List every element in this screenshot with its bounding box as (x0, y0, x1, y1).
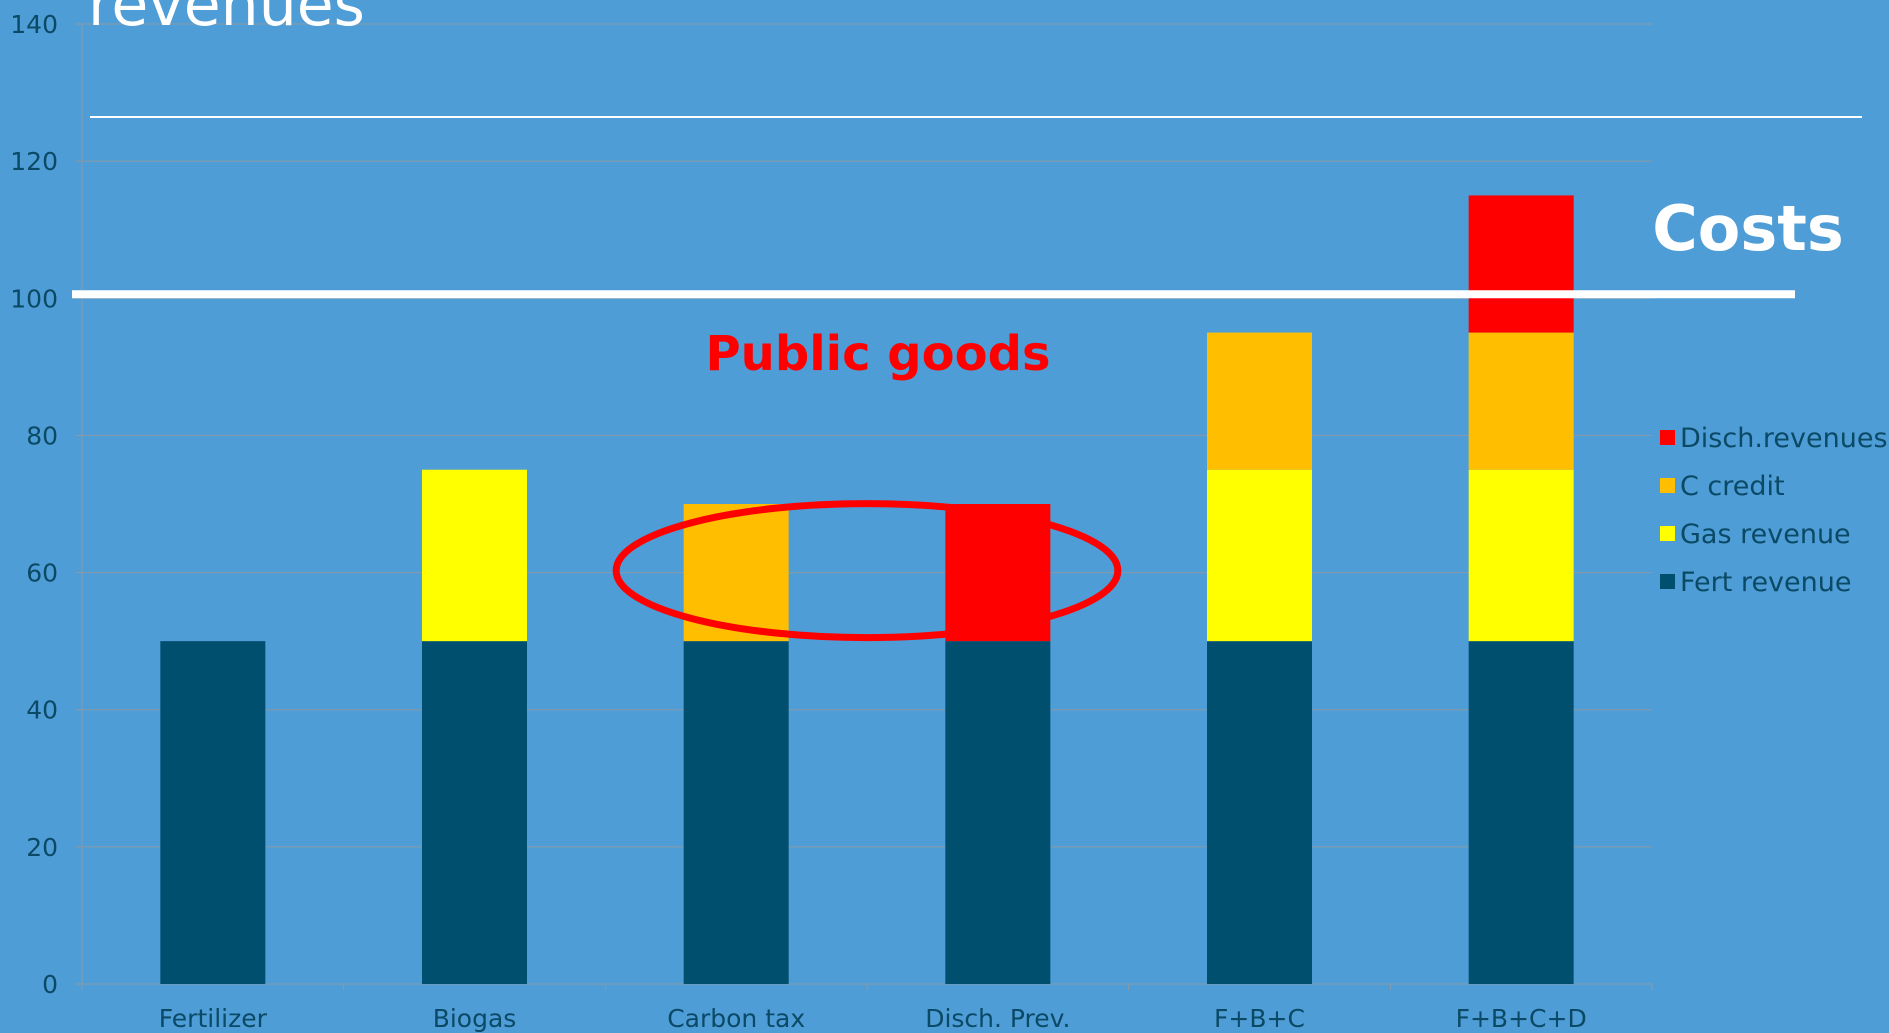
x-tick-label: Fertilizer (159, 1004, 268, 1033)
bar-segment (1469, 195, 1574, 332)
legend-label: Disch.revenues (1680, 423, 1888, 454)
y-tick-label: 80 (26, 421, 58, 450)
x-tick-label: Carbon tax (667, 1004, 805, 1033)
bar-segment (1207, 641, 1312, 984)
bar-segment (422, 641, 527, 984)
gridlines (82, 24, 1652, 847)
bar-segment (684, 641, 789, 984)
legend-swatch (1660, 478, 1675, 493)
y-tick-label: 60 (26, 559, 58, 588)
legend: Disch.revenues C credit Gas revenue Fert re… (1660, 423, 1888, 598)
y-tick-label: 20 (26, 833, 58, 862)
legend-swatch (1660, 526, 1675, 541)
bar-segment (1469, 333, 1574, 470)
bar-segment (160, 641, 265, 984)
x-tick-label: F+B+C (1214, 1004, 1305, 1033)
y-tick-label: 40 (26, 696, 58, 725)
costs-line-group: Costs (72, 192, 1844, 294)
bar-segment (1207, 333, 1312, 470)
bar-segment (1469, 641, 1574, 984)
public-goods-label: Public goods (705, 326, 1050, 382)
bars (160, 195, 1573, 984)
legend-label: Gas revenue (1680, 519, 1851, 550)
y-tick-label: 140 (10, 10, 58, 39)
legend-swatch (1660, 574, 1675, 589)
bar-segment (1207, 470, 1312, 641)
bar-segment (422, 470, 527, 641)
x-tick-label: Disch. Prev. (925, 1004, 1070, 1033)
y-tick-label: 100 (10, 284, 58, 313)
y-tick-label: 120 (10, 147, 58, 176)
legend-label: Fert revenue (1680, 567, 1851, 598)
legend-swatch (1660, 430, 1675, 445)
bar-segment (945, 641, 1050, 984)
costs-label: Costs (1652, 192, 1844, 265)
legend-label: C credit (1680, 471, 1785, 502)
chart-title: revenues (88, 0, 365, 40)
x-tick-label: Biogas (433, 1004, 517, 1033)
y-tick-label: 0 (42, 970, 58, 999)
bar-segment (1469, 470, 1574, 641)
x-tick-label: F+B+C+D (1456, 1004, 1587, 1033)
